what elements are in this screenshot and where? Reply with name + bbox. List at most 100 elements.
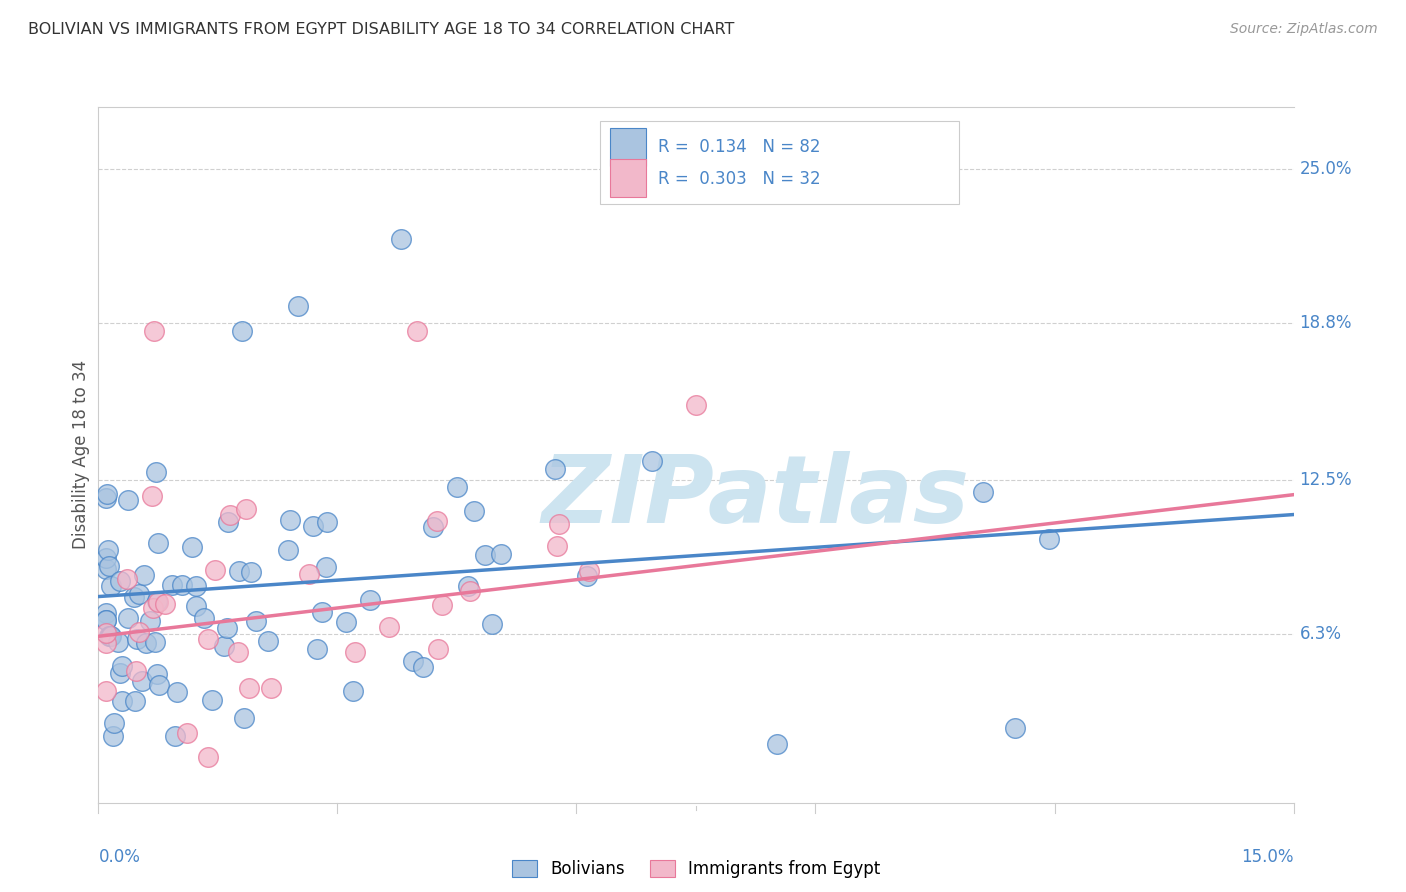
Point [481, 617, 503, 632]
Point [96, 562, 118, 576]
Text: 6.3%: 6.3% [1299, 624, 1341, 643]
Point [238, 681, 260, 695]
Point [278, 513, 301, 527]
Point [117, 493, 139, 508]
Point [576, 569, 599, 583]
Point [124, 590, 146, 604]
Point [212, 640, 235, 654]
Point [489, 547, 512, 561]
Point [184, 579, 207, 593]
Point [98, 629, 121, 643]
Point [97, 543, 120, 558]
Point [401, 654, 423, 668]
Point [176, 726, 198, 740]
Point [110, 574, 132, 588]
Bar [610, 159, 645, 197]
Point [148, 678, 170, 692]
Point [641, 453, 664, 467]
Point [146, 667, 169, 681]
Point [172, 578, 194, 592]
Point [197, 750, 219, 764]
Point [412, 660, 434, 674]
Point [474, 548, 496, 562]
Point [96, 606, 118, 620]
Point [359, 593, 381, 607]
Point [257, 633, 280, 648]
Point [298, 567, 321, 582]
Point [228, 565, 250, 579]
Text: 18.8%: 18.8% [1299, 314, 1353, 332]
Text: 0.0%: 0.0% [98, 847, 141, 865]
Point [543, 461, 565, 475]
Point [287, 299, 309, 313]
Point [233, 710, 256, 724]
Point [426, 514, 449, 528]
Point [311, 605, 333, 619]
Point [685, 398, 707, 412]
Text: Source: ZipAtlas.com: Source: ZipAtlas.com [1230, 22, 1378, 37]
Point [460, 583, 482, 598]
Point [260, 681, 283, 696]
Point [128, 624, 150, 639]
Text: 15.0%: 15.0% [1241, 847, 1294, 865]
Point [1038, 532, 1060, 546]
Point [389, 232, 412, 246]
Text: BOLIVIAN VS IMMIGRANTS FROM EGYPT DISABILITY AGE 18 TO 34 CORRELATION CHART: BOLIVIAN VS IMMIGRANTS FROM EGYPT DISABI… [28, 22, 734, 37]
Point [1004, 721, 1026, 735]
Point [96, 613, 118, 627]
Point [117, 611, 139, 625]
Point [125, 664, 148, 678]
Point [193, 611, 215, 625]
Point [96, 683, 118, 698]
Point [430, 599, 453, 613]
Point [547, 517, 569, 532]
Text: 25.0%: 25.0% [1299, 161, 1353, 178]
Point [127, 632, 149, 647]
Bar [610, 128, 645, 166]
Point [145, 594, 167, 608]
Point [972, 484, 994, 499]
Point [141, 489, 163, 503]
Point [134, 568, 156, 582]
Point [578, 564, 600, 578]
Point [143, 324, 166, 338]
Point [378, 620, 401, 634]
Point [96, 486, 118, 500]
Point [457, 579, 479, 593]
Point [135, 636, 157, 650]
Point [115, 573, 138, 587]
Point [96, 636, 118, 650]
Legend: Bolivians, Immigrants from Egypt: Bolivians, Immigrants from Egypt [505, 854, 887, 885]
Point [201, 693, 224, 707]
Point [446, 480, 468, 494]
Point [96, 491, 118, 505]
Point [546, 539, 568, 553]
Point [422, 519, 444, 533]
Point [197, 632, 219, 647]
Point [124, 694, 146, 708]
Point [96, 551, 118, 566]
Point [427, 641, 450, 656]
Point [180, 540, 202, 554]
FancyBboxPatch shape [600, 121, 959, 204]
Point [96, 625, 118, 640]
Point [235, 501, 257, 516]
Point [107, 635, 129, 649]
Y-axis label: Disability Age 18 to 34: Disability Age 18 to 34 [72, 360, 90, 549]
Point [145, 635, 167, 649]
Point [153, 597, 176, 611]
Point [245, 614, 267, 628]
Point [98, 558, 121, 573]
Point [166, 684, 188, 698]
Point [217, 516, 239, 530]
Point [215, 621, 238, 635]
Point [204, 562, 226, 576]
Point [131, 674, 153, 689]
Point [110, 694, 132, 708]
Point [219, 508, 242, 523]
Point [240, 565, 263, 579]
Point [335, 615, 357, 629]
Point [315, 559, 337, 574]
Point [146, 595, 169, 609]
Point [139, 614, 162, 628]
